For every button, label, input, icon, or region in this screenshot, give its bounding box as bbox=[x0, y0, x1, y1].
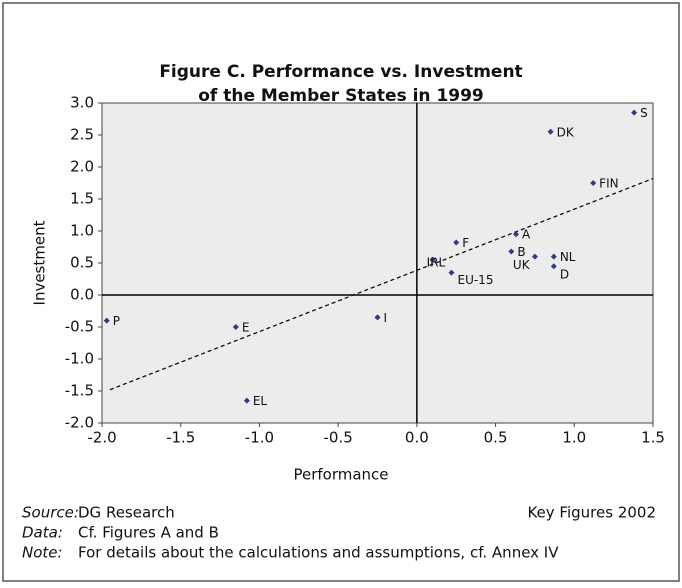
point-label: FIN bbox=[599, 177, 618, 191]
point bbox=[429, 256, 436, 263]
x-tick-label: 0.5 bbox=[484, 429, 508, 447]
y-tick-label: 0.0 bbox=[70, 286, 94, 304]
point-label: EU-15 bbox=[457, 273, 493, 287]
y-axis-label: Investment bbox=[31, 220, 49, 305]
x-tick-label: 0.0 bbox=[405, 429, 429, 447]
trendline bbox=[109, 177, 654, 391]
point bbox=[103, 317, 110, 324]
point-label: A bbox=[522, 228, 531, 242]
footer-text: Key Figures 2002 bbox=[527, 504, 656, 522]
point bbox=[243, 397, 250, 404]
x-tick-label: -2.0 bbox=[87, 429, 116, 447]
point bbox=[547, 128, 554, 135]
point-label: D bbox=[560, 268, 569, 282]
point bbox=[550, 263, 557, 270]
x-tick-label: -1.5 bbox=[166, 429, 195, 447]
x-tick-label: -1.0 bbox=[245, 429, 274, 447]
x-tick-label: -0.5 bbox=[324, 429, 353, 447]
y-tick-label: 3.0 bbox=[70, 94, 94, 112]
point bbox=[453, 239, 460, 246]
x-tick-label: 1.0 bbox=[562, 429, 586, 447]
y-tick-label: -1.0 bbox=[65, 350, 94, 368]
point bbox=[232, 324, 239, 330]
x-tick-label: 1.5 bbox=[641, 429, 665, 447]
footer-text: Cf. Figures A and B bbox=[78, 524, 219, 542]
x-axis-label: Performance bbox=[293, 466, 388, 484]
point bbox=[590, 180, 597, 186]
point bbox=[550, 253, 557, 260]
point bbox=[448, 269, 455, 276]
chart-title: Figure C. Performance vs. Investment bbox=[159, 62, 522, 82]
point-label: F bbox=[462, 236, 469, 250]
y-tick-label: 2.5 bbox=[70, 126, 94, 144]
plot-area bbox=[101, 102, 654, 424]
point-label: NL bbox=[560, 250, 576, 264]
footer-text: DG Research bbox=[78, 504, 175, 522]
point-label: B bbox=[517, 245, 525, 259]
point-label: I bbox=[384, 311, 388, 325]
point-label: DK bbox=[557, 125, 575, 139]
y-tick-label: -1.5 bbox=[65, 382, 94, 400]
point bbox=[531, 253, 538, 260]
footer-key: Source: bbox=[22, 504, 79, 522]
point bbox=[513, 231, 520, 238]
y-tick-label: 2.0 bbox=[70, 158, 94, 176]
point bbox=[631, 109, 638, 116]
footer-key: Note: bbox=[22, 544, 63, 562]
y-tick-label: 1.5 bbox=[70, 190, 94, 208]
point-label: P bbox=[113, 314, 120, 328]
point-label: EL bbox=[253, 394, 268, 408]
y-tick-label: 1.0 bbox=[70, 222, 94, 240]
point-label: S bbox=[640, 106, 648, 120]
chart-title: of the Member States in 1999 bbox=[198, 86, 484, 106]
footer-key: Data: bbox=[22, 524, 63, 542]
point bbox=[508, 248, 515, 255]
point bbox=[374, 314, 381, 321]
y-tick-label: 0.5 bbox=[70, 254, 94, 272]
y-tick-label: -2.0 bbox=[65, 414, 94, 432]
point-label: E bbox=[242, 321, 250, 335]
y-tick-label: -0.5 bbox=[65, 318, 94, 336]
point-label: IRL bbox=[427, 255, 446, 269]
footer-text: For details about the calculations and a… bbox=[78, 544, 559, 562]
point-label: UK bbox=[513, 258, 531, 272]
